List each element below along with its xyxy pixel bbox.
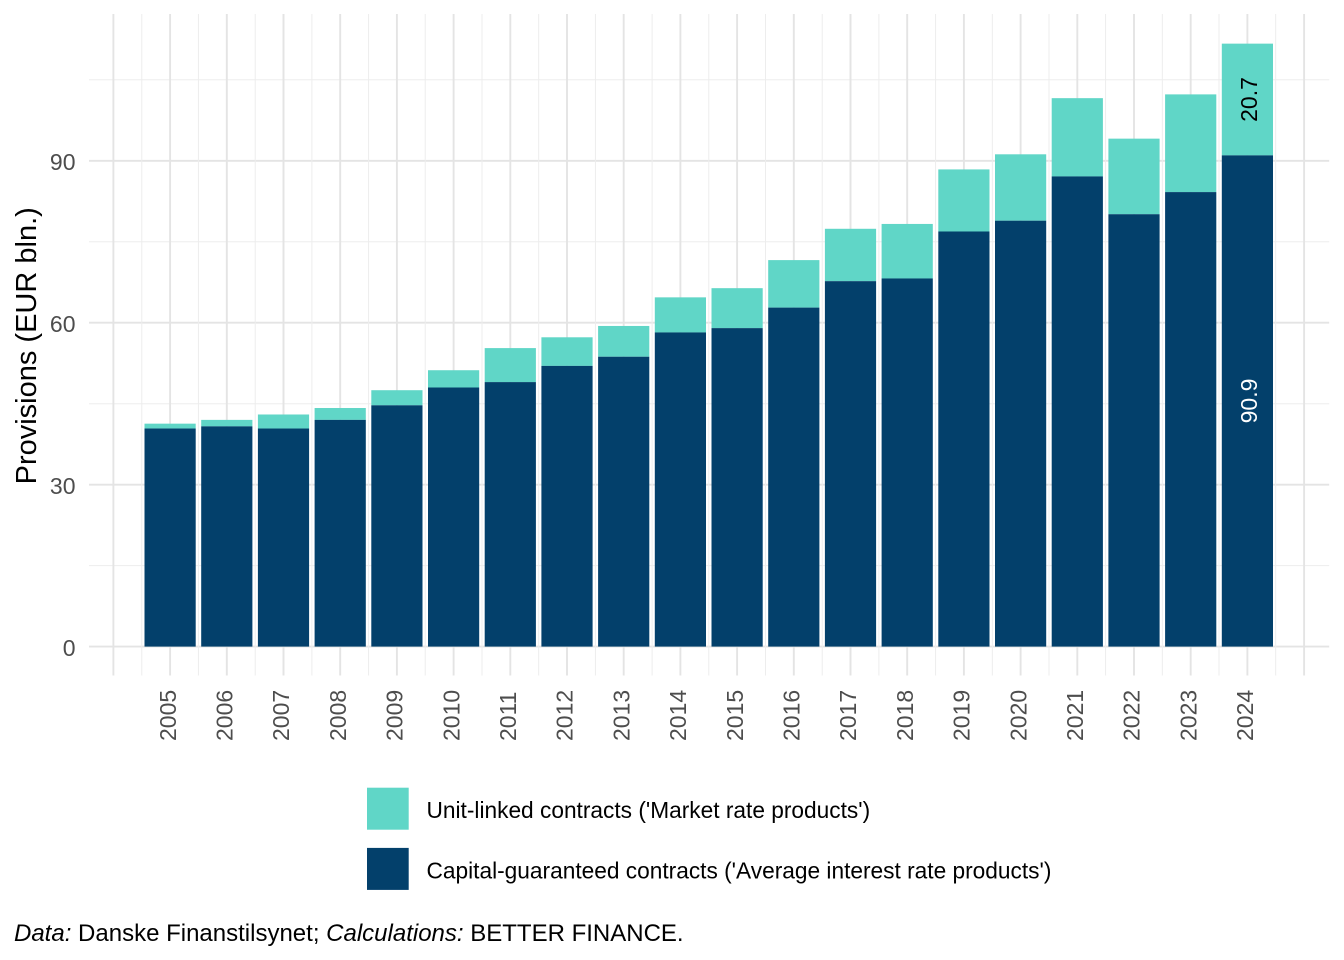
svg-text:90: 90 [50,149,76,175]
svg-text:2010: 2010 [438,690,464,741]
svg-text:Unit-linked contracts ('Market: Unit-linked contracts ('Market rate prod… [427,797,871,823]
svg-text:2008: 2008 [325,690,351,741]
svg-text:2009: 2009 [382,690,408,741]
svg-text:60: 60 [50,311,76,337]
svg-text:2024: 2024 [1232,690,1258,741]
svg-text:Capital-guaranteed contracts (: Capital-guaranteed contracts ('Average i… [427,858,1052,884]
svg-text:2020: 2020 [1005,690,1031,741]
svg-text:2023: 2023 [1175,690,1201,741]
svg-text:20.7: 20.7 [1236,77,1262,122]
svg-text:Data: Danske Finanstilsynet; C: Data: Danske Finanstilsynet; Calculation… [14,920,684,947]
svg-text:30: 30 [50,473,76,499]
svg-text:90.9: 90.9 [1236,379,1262,424]
svg-text:2007: 2007 [268,690,294,741]
svg-text:2005: 2005 [155,690,181,741]
svg-text:2013: 2013 [608,690,634,741]
svg-text:2006: 2006 [212,690,238,741]
svg-text:2022: 2022 [1119,690,1145,741]
svg-text:2012: 2012 [552,690,578,741]
svg-text:2014: 2014 [665,690,691,741]
svg-text:Provisions (EUR bln.): Provisions (EUR bln.) [11,207,43,484]
svg-text:2015: 2015 [722,690,748,741]
svg-text:2016: 2016 [779,690,805,741]
svg-text:2017: 2017 [835,690,861,741]
svg-text:2021: 2021 [1062,690,1088,741]
svg-text:0: 0 [63,635,76,661]
svg-text:2018: 2018 [892,690,918,741]
svg-text:2011: 2011 [495,692,521,741]
svg-text:2019: 2019 [949,690,975,741]
